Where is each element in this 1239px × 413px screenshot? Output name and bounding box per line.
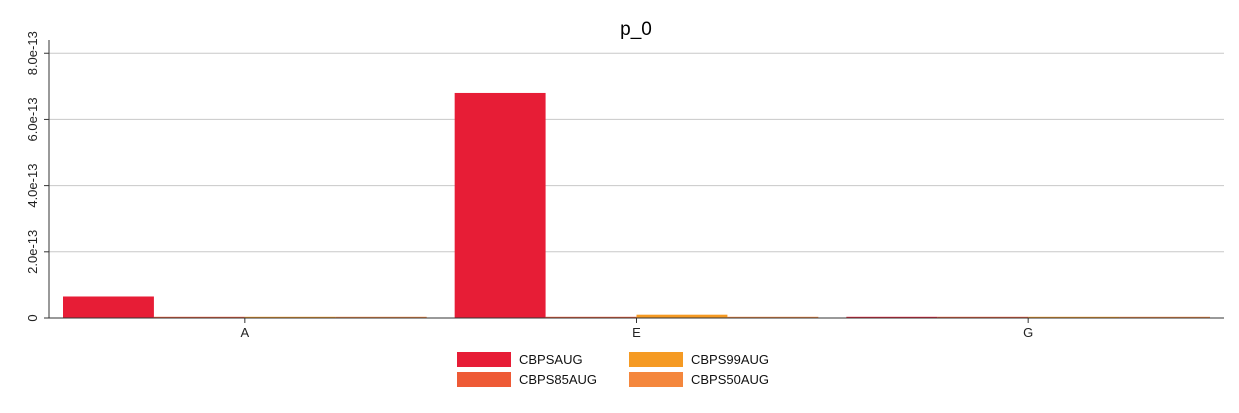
bar-cbpsaug-g <box>846 316 938 318</box>
bar-cbpsaug-e <box>454 92 546 318</box>
bar-cbps99aug-e <box>636 314 728 318</box>
chart-title: p_0 <box>620 19 652 40</box>
legend-swatch-cbps99aug <box>629 352 683 367</box>
y-tick-label: 6.0e-13 <box>25 97 40 141</box>
x-tick-label: A <box>240 325 249 340</box>
legend: CBPSAUG CBPS85AUG CBPS99AUG CBPS50AUG <box>457 352 769 387</box>
bars <box>63 92 1210 318</box>
bar-cbps50aug-g <box>1119 316 1210 318</box>
y-tick-label: 4.0e-13 <box>25 164 40 208</box>
x-tick-label: E <box>632 325 641 340</box>
bar-cbps85aug-a <box>153 316 245 318</box>
legend-label-cbps99aug: CBPS99AUG <box>691 352 769 367</box>
bar-cbps50aug-a <box>335 316 427 318</box>
axes <box>48 40 1224 319</box>
bar-cbps50aug-e <box>727 316 819 318</box>
legend-swatch-cbps85aug <box>457 372 511 387</box>
legend-label-cbps50aug: CBPS50AUG <box>691 372 769 387</box>
x-tick-label: G <box>1023 325 1033 340</box>
legend-swatch-cbpsaug <box>457 352 511 367</box>
y-tick-label: 8.0e-13 <box>25 31 40 75</box>
y-axis-ticks: 0 2.0e-13 4.0e-13 6.0e-13 8.0e-13 <box>25 31 49 322</box>
y-tick-label: 0 <box>25 314 40 321</box>
bar-cbps99aug-a <box>244 316 336 318</box>
legend-label-cbps85aug: CBPS85AUG <box>519 372 597 387</box>
gridlines <box>49 52 1224 253</box>
legend-label-cbpsaug: CBPSAUG <box>519 352 583 367</box>
legend-swatch-cbps50aug <box>629 372 683 387</box>
bar-cbpsaug-a <box>63 296 154 318</box>
y-tick-label: 2.0e-13 <box>25 230 40 274</box>
bar-cbps99aug-g <box>1028 316 1120 318</box>
bar-cbps85aug-e <box>545 316 637 318</box>
bar-cbps85aug-g <box>937 316 1029 318</box>
